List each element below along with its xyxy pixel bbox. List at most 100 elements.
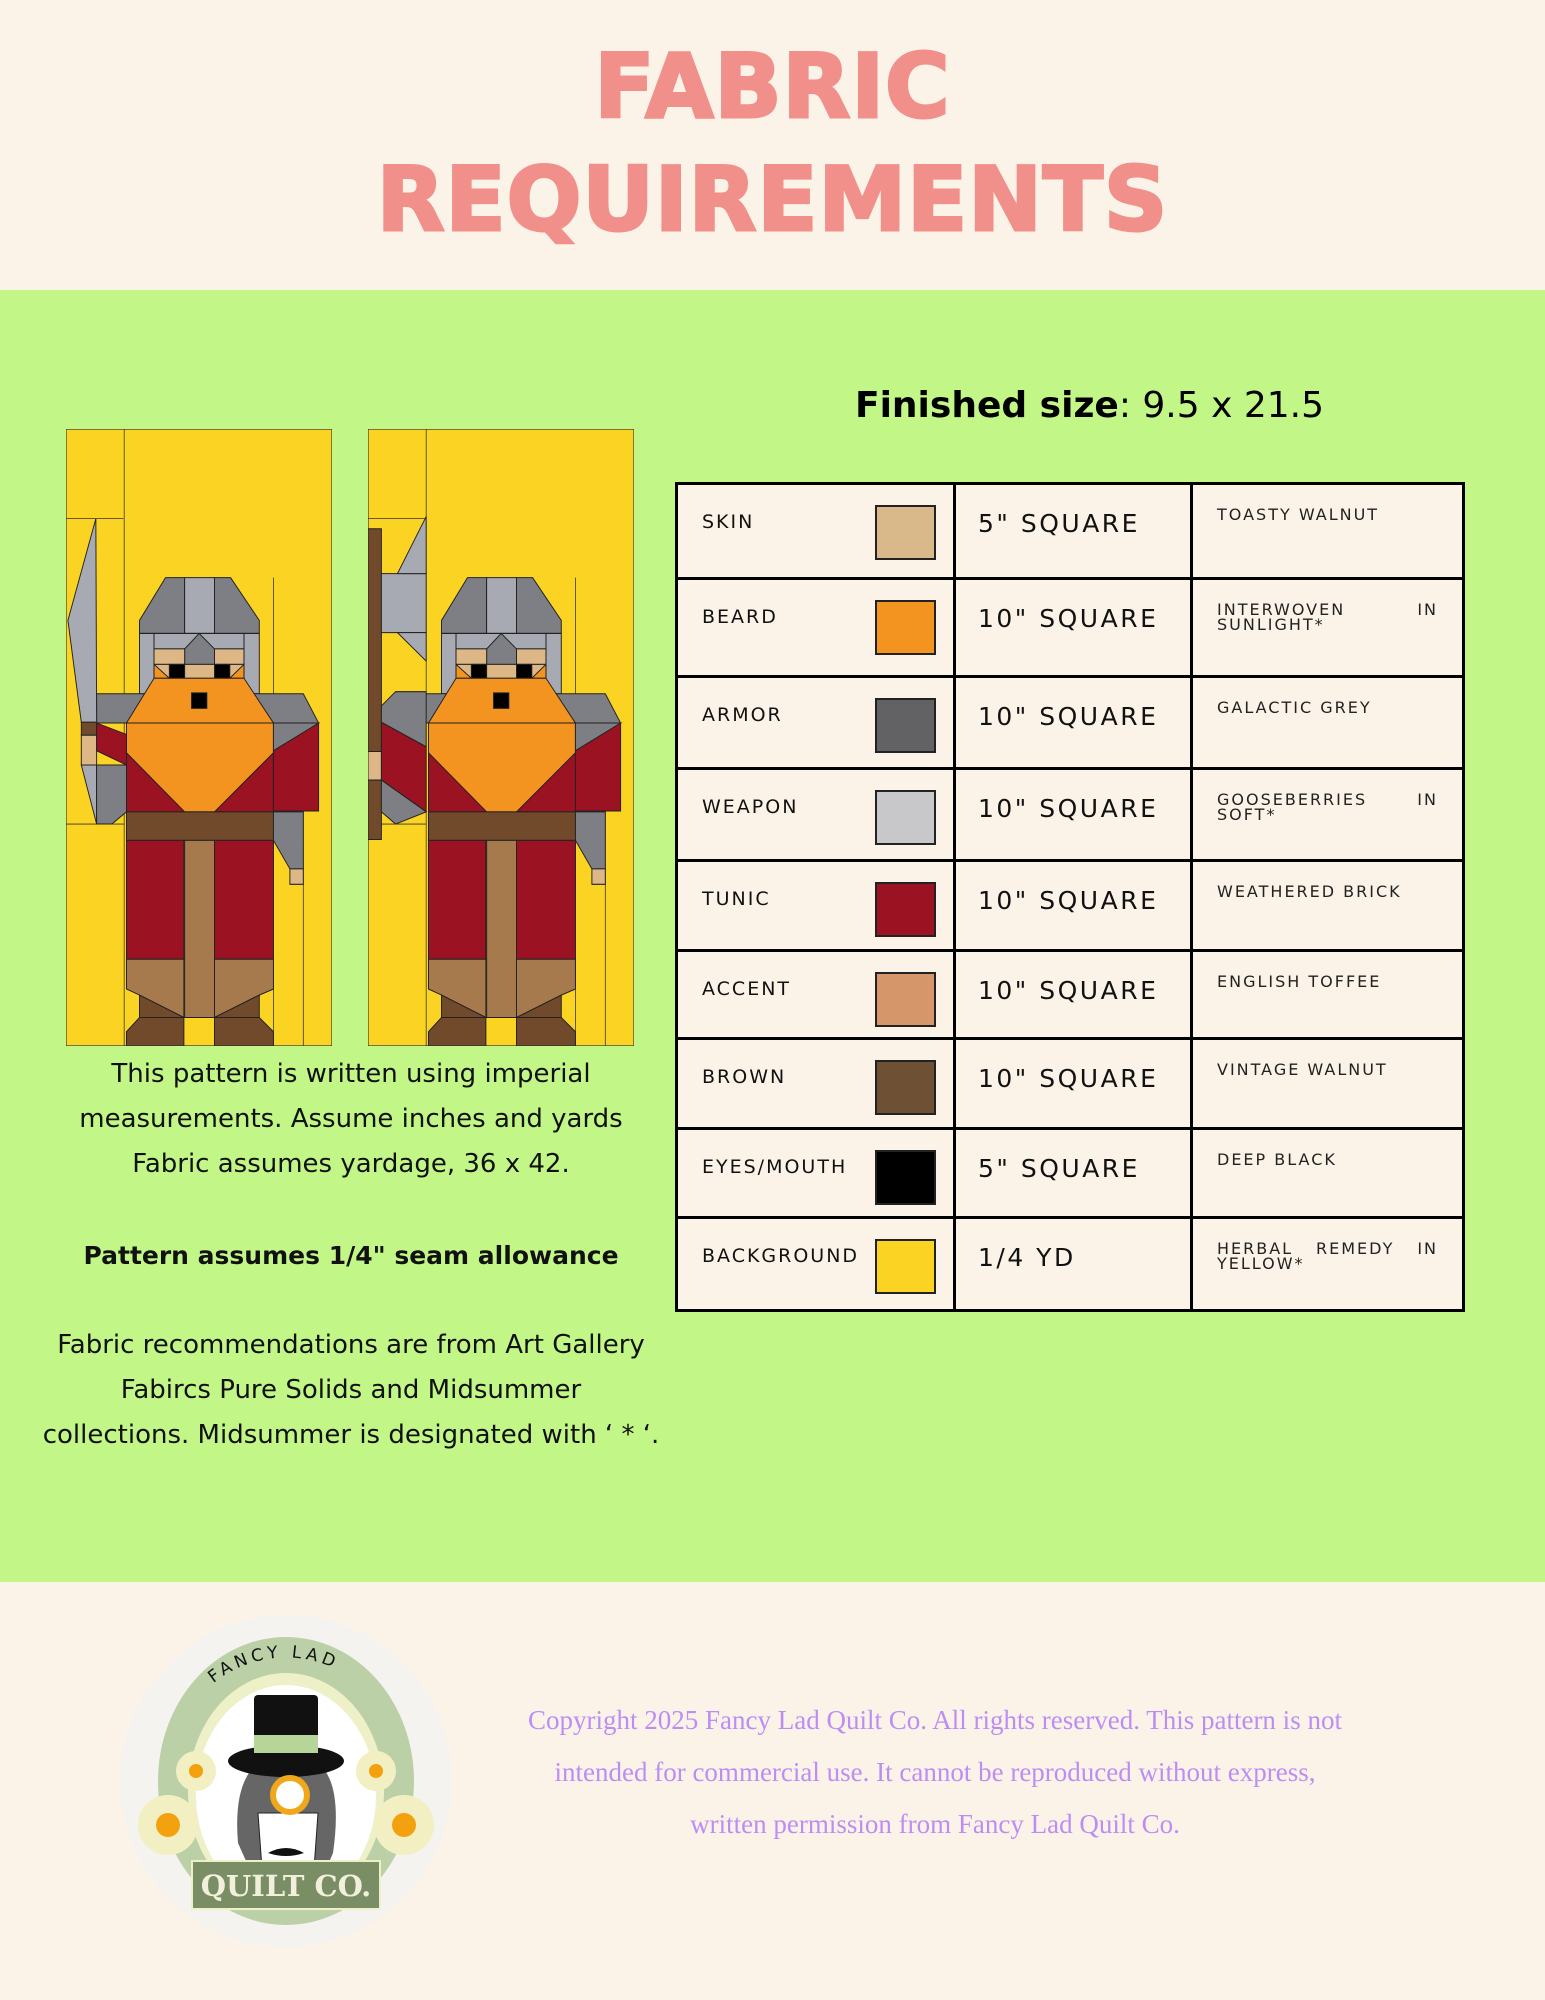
- header: FABRIC REQUIREMENTS: [0, 0, 1545, 290]
- amount-cell: 10" SQUARE: [953, 577, 1193, 678]
- fabric-name: VINTAGE WALNUT: [1217, 1060, 1388, 1079]
- color-swatch: [875, 600, 936, 655]
- imperial-note: This pattern is written using imperial m…: [20, 1052, 682, 1187]
- part-cell: BACKGROUND: [675, 1216, 956, 1312]
- quilt-piece: [380, 779, 428, 825]
- amount-label: 5" SQUARE: [978, 509, 1140, 538]
- fabric-cell: TOASTY WALNUT: [1190, 482, 1465, 580]
- note-line: collections. Midsummer is designated wit…: [42, 1420, 660, 1450]
- note-line: This pattern is written using imperial: [111, 1059, 591, 1089]
- amount-cell: 5" SQUARE: [953, 482, 1193, 580]
- quilt-piece: [184, 577, 215, 634]
- amount-label: 10" SQUARE: [978, 604, 1159, 633]
- quilt-piece: [396, 632, 427, 663]
- sword-weapon: [67, 518, 127, 825]
- fabric-table: SKIN 5" SQUARE TOASTY WALNUT BEARD 10" SQUAR…: [675, 482, 1465, 1312]
- fabric-name: GOOSEBERRIES IN SOFT*: [1217, 790, 1438, 824]
- finished-size: Finished size: 9.5 x 21.5: [855, 385, 1324, 426]
- fabric-name: TOASTY WALNUT: [1217, 505, 1380, 524]
- note-line: Fabircs Pure Solids and Midsummer: [120, 1375, 582, 1405]
- quilt-piece: [184, 839, 215, 1019]
- quilt-piece: [214, 648, 245, 665]
- fabric-cell: ENGLISH TOFFEE: [1190, 949, 1465, 1040]
- amount-label: 10" SQUARE: [978, 976, 1159, 1005]
- amount-label: 1/4 YD: [978, 1243, 1076, 1272]
- fabric-name: HERBAL REMEDY IN YELLOW*: [1217, 1239, 1438, 1273]
- fabric-row-brown: BROWN 10" SQUARE VINTAGE WALNUT: [675, 1037, 1465, 1130]
- quilt-image-sword: [66, 429, 332, 1046]
- quilt-piece: [380, 573, 427, 634]
- fabric-cell: INTERWOVEN IN SUNLIGHT*: [1190, 577, 1465, 678]
- fabric-cell: DEEP BLACK: [1190, 1127, 1465, 1219]
- fabric-row-tunic: TUNIC 10" SQUARE WEATHERED BRICK: [675, 859, 1465, 952]
- color-swatch: [875, 790, 936, 845]
- quilt-piece: [486, 839, 517, 1019]
- note-line: Fabric assumes yardage, 36 x 42.: [132, 1149, 570, 1179]
- quilt-piece: [380, 691, 427, 748]
- note-line: measurements. Assume inches and yards: [79, 1104, 623, 1134]
- amount-cell: 10" SQUARE: [953, 767, 1193, 862]
- quilt-piece: [470, 663, 488, 679]
- fabric-row-background: BACKGROUND 1/4 YD HERBAL REMEDY IN YELLOW*: [675, 1216, 1465, 1312]
- fabric-cell: HERBAL REMEDY IN YELLOW*: [1190, 1216, 1465, 1312]
- quilt-image-axe: [368, 429, 634, 1046]
- fabric-cell: VINTAGE WALNUT: [1190, 1037, 1465, 1130]
- fabric-row-accent: ACCENT 10" SQUARE ENGLISH TOFFEE: [675, 949, 1465, 1040]
- quilt-piece: [168, 663, 186, 679]
- dwarf-figure: [398, 577, 623, 1046]
- dwarf-figure: [96, 577, 321, 1046]
- quilt-piece: [516, 577, 562, 634]
- quilt-piece: [427, 811, 576, 841]
- quilt-piece: [455, 648, 488, 665]
- quilt-piece: [396, 516, 427, 575]
- part-label: WEAPON: [702, 796, 799, 818]
- fabric-name: DEEP BLACK: [1217, 1150, 1337, 1169]
- part-cell: EYES/MOUTH: [675, 1127, 956, 1219]
- svg-text:QUILT CO.: QUILT CO.: [201, 1869, 372, 1903]
- copyright-notice: Copyright 2025 Fancy Lad Quilt Co. All r…: [480, 1694, 1390, 1850]
- amount-label: 10" SQUARE: [978, 794, 1159, 823]
- quilt-piece: [516, 1016, 576, 1046]
- part-cell: TUNIC: [675, 859, 956, 952]
- fabric-name: ENGLISH TOFFEE: [1217, 972, 1382, 991]
- part-label: EYES/MOUTH: [702, 1156, 848, 1178]
- quilt-piece: [80, 734, 98, 766]
- quilt-piece: [516, 839, 576, 960]
- amount-label: 10" SQUARE: [978, 1064, 1159, 1093]
- color-swatch: [875, 882, 936, 937]
- quilt-piece: [368, 751, 382, 781]
- part-cell: BEARD: [675, 577, 956, 678]
- fancy-lad-logo: FANCY LAD QUILT CO.: [120, 1615, 452, 1947]
- fabric-name: INTERWOVEN IN SUNLIGHT*: [1217, 600, 1438, 634]
- quilt-piece: [191, 692, 208, 709]
- quilt-piece: [125, 811, 274, 841]
- quilt-piece: [427, 839, 487, 960]
- amount-cell: 10" SQUARE: [953, 675, 1193, 770]
- amount-label: 5" SQUARE: [978, 1154, 1140, 1183]
- amount-cell: 5" SQUARE: [953, 1127, 1193, 1219]
- axe-weapon: [368, 516, 428, 841]
- quilt-piece: [574, 722, 623, 752]
- color-swatch: [875, 1150, 936, 1205]
- copyright-line: written permission from Fancy Lad Quilt …: [690, 1809, 1180, 1839]
- part-label: TUNIC: [702, 888, 771, 910]
- color-swatch: [875, 505, 936, 560]
- fabric-name: GALACTIC GREY: [1217, 698, 1372, 717]
- fabric-row-weapon: WEAPON 10" SQUARE GOOSEBERRIES IN SOFT*: [675, 767, 1465, 862]
- seam-note: Pattern assumes 1/4" seam allowance: [83, 1241, 619, 1270]
- quilt-piece: [96, 722, 127, 766]
- fabric-row-armor: ARMOR 10" SQUARE GALACTIC GREY: [675, 675, 1465, 770]
- quilt-piece: [125, 839, 185, 960]
- fabric-name: WEATHERED BRICK: [1217, 882, 1402, 901]
- quilt-piece: [96, 764, 127, 825]
- quilt-piece: [368, 528, 382, 841]
- color-swatch: [875, 1060, 936, 1115]
- copyright-line: Copyright 2025 Fancy Lad Quilt Co. All r…: [528, 1705, 1342, 1735]
- fabric-cell: GOOSEBERRIES IN SOFT*: [1190, 767, 1465, 862]
- quilt-piece: [214, 663, 231, 679]
- quilt-piece: [591, 868, 606, 885]
- part-cell: ACCENT: [675, 949, 956, 1040]
- amount-cell: 10" SQUARE: [953, 949, 1193, 1040]
- part-label: BROWN: [702, 1066, 787, 1088]
- part-label: BEARD: [702, 606, 778, 628]
